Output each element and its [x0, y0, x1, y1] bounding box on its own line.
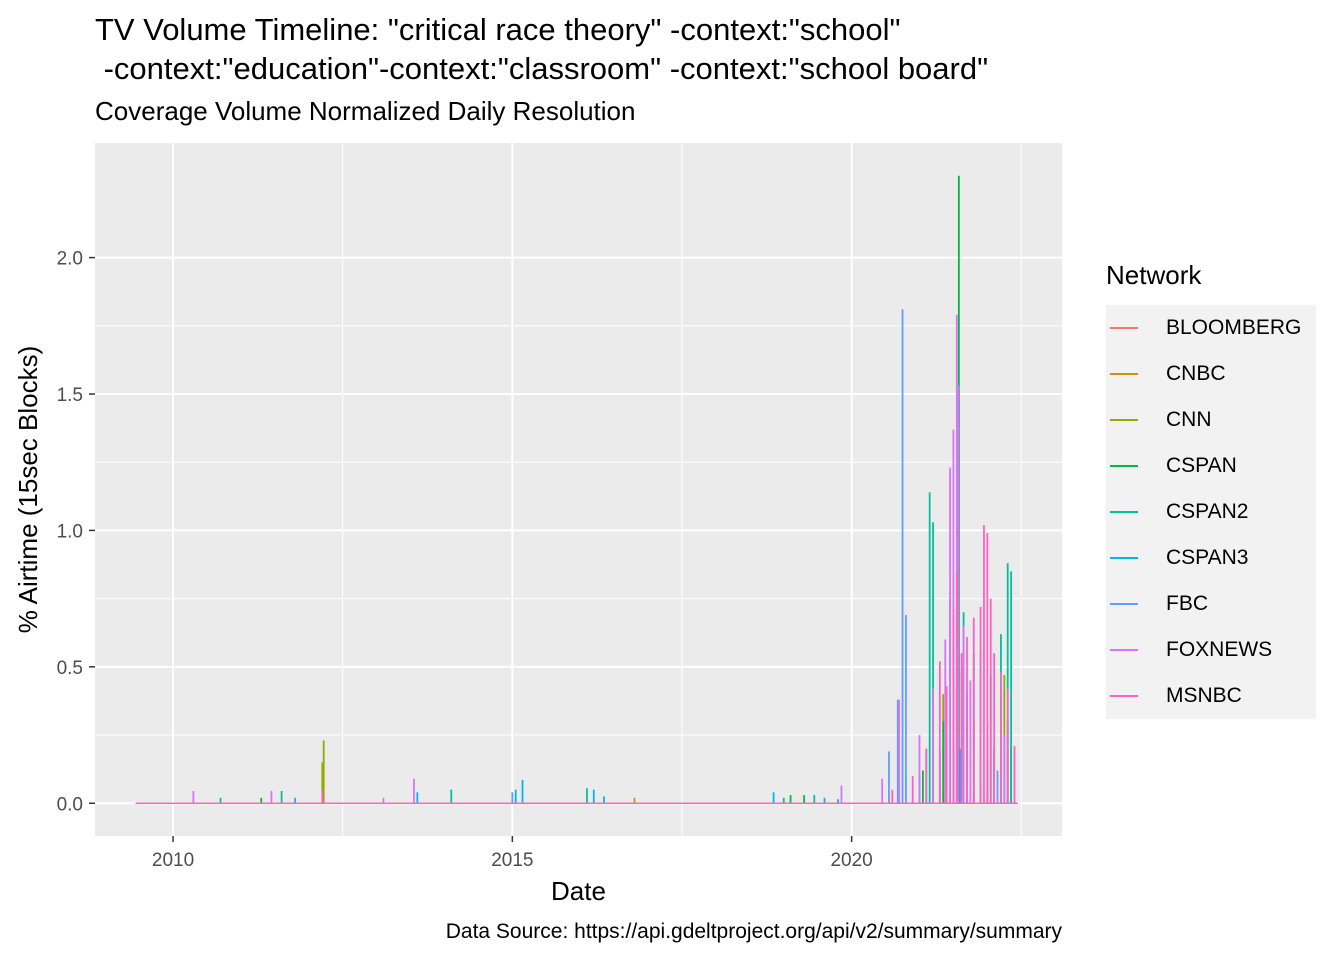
x-tick-label: 2015 [491, 850, 533, 871]
legend-label: BLOOMBERG [1166, 316, 1302, 339]
legend-key [1106, 627, 1154, 673]
x-axis-title: Date [551, 876, 606, 906]
y-tick-label: 1.0 [57, 521, 83, 542]
legend-label: FBC [1166, 592, 1208, 615]
legend-item-cnbc: CNBC [1106, 351, 1316, 397]
legend-label: MSNBC [1166, 684, 1242, 707]
legend-key [1106, 305, 1154, 351]
legend-label: CNBC [1166, 362, 1226, 385]
legend-swatch [1110, 419, 1138, 421]
legend-label: CSPAN3 [1166, 546, 1249, 569]
legend-label: CSPAN2 [1166, 500, 1249, 523]
chart-subtitle: Coverage Volume Normalized Daily Resolut… [95, 96, 636, 126]
legend-key [1106, 351, 1154, 397]
legend-key [1106, 535, 1154, 581]
y-tick-label: 1.5 [57, 385, 83, 406]
legend-key [1106, 581, 1154, 627]
legend-swatch [1110, 695, 1138, 697]
legend-item-cspan3: CSPAN3 [1106, 535, 1316, 581]
legend-swatch [1110, 649, 1138, 651]
chart-title: TV Volume Timeline: "critical race theor… [95, 12, 989, 86]
legend-item-cnn: CNN [1106, 397, 1316, 443]
legend-swatch [1110, 327, 1138, 329]
legend-swatch [1110, 465, 1138, 467]
x-tick-label: 2010 [152, 850, 194, 871]
y-tick-label: 2.0 [57, 249, 83, 270]
legend-key [1106, 489, 1154, 535]
y-tick-label: 0.0 [57, 794, 83, 815]
legend-swatch [1110, 603, 1138, 605]
legend-label: CNN [1166, 408, 1212, 431]
legend-title: Network [1106, 260, 1202, 290]
legend-swatch [1110, 511, 1138, 513]
legend-item-msnbc: MSNBC [1106, 673, 1316, 719]
legend-swatch [1110, 557, 1138, 559]
y-tick-label: 0.5 [57, 658, 83, 679]
legend-key [1106, 397, 1154, 443]
legend-item-bloomberg: BLOOMBERG [1106, 305, 1316, 351]
plot-panel [95, 143, 1062, 836]
legend-item-cspan: CSPAN [1106, 443, 1316, 489]
legend-item-foxnews: FOXNEWS [1106, 627, 1316, 673]
legend-key [1106, 443, 1154, 489]
legend-item-fbc: FBC [1106, 581, 1316, 627]
y-axis-title: % Airtime (15sec Blocks) [13, 346, 43, 634]
legend-label: FOXNEWS [1166, 638, 1273, 661]
legend-swatch [1110, 373, 1138, 375]
data-source-caption: Data Source: https://api.gdeltproject.or… [445, 920, 1062, 943]
legend-items: BLOOMBERG CNBC CNN CSPAN CSPAN2 CSPAN3 FBC FOXN… [1106, 305, 1316, 719]
legend-item-cspan2: CSPAN2 [1106, 489, 1316, 535]
legend-key [1106, 673, 1154, 719]
legend-label: CSPAN [1166, 454, 1237, 477]
legend: Network BLOOMBERG CNBC CNN CSPAN CSPAN2 CSPAN… [1106, 260, 1316, 719]
x-tick-label: 2020 [830, 850, 872, 871]
